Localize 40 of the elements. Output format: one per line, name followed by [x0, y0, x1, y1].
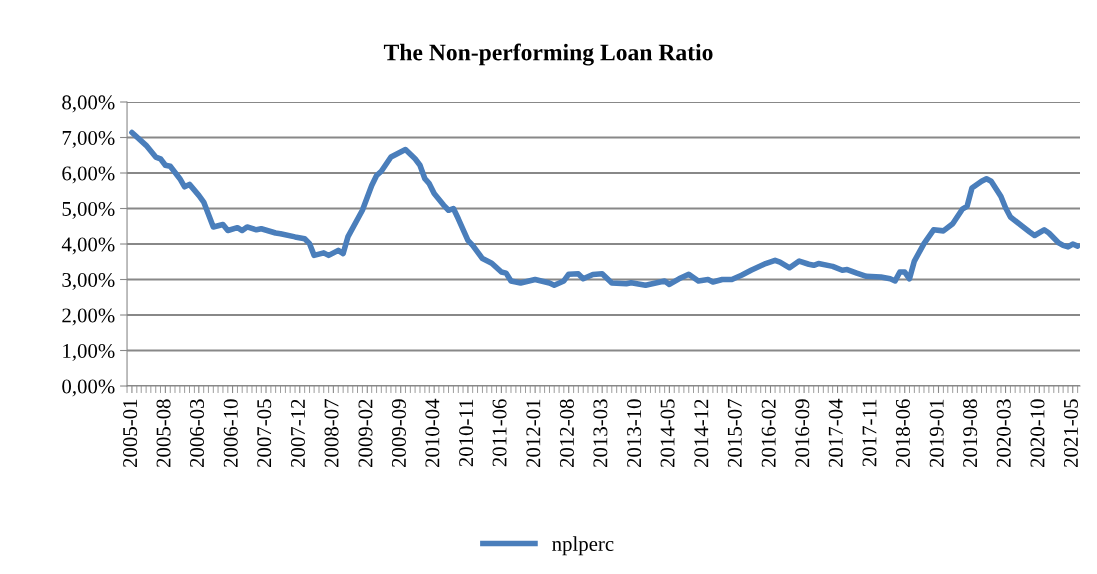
y-tick-label: 0,00% [62, 379, 115, 397]
x-tick-label: 2005-08 [156, 399, 171, 468]
x-tick-label: 2016-02 [761, 399, 776, 468]
x-tick-label: 2014-12 [694, 399, 709, 468]
x-tick-label: 2019-01 [929, 399, 944, 468]
y-tick-label: 6,00% [62, 166, 115, 184]
x-tick-label: 2006-10 [223, 399, 238, 468]
x-tick-label: 2018-06 [895, 399, 910, 468]
y-tick-label: 5,00% [62, 201, 115, 219]
x-tick-label: 2008-07 [324, 399, 339, 468]
y-tick-label: 7,00% [62, 130, 115, 148]
x-tick-label: 2009-02 [358, 399, 373, 468]
x-tick-label: 2020-03 [996, 399, 1011, 468]
x-tick-label: 2009-09 [391, 399, 406, 468]
x-tick-label: 2010-04 [425, 398, 440, 468]
x-tick-label: 2011-06 [492, 399, 507, 467]
y-tick-label: 2,00% [62, 308, 115, 326]
x-tick-label: 2007-05 [257, 399, 272, 468]
y-tick-label: 4,00% [61, 237, 115, 255]
x-tick-label: 2010-11 [459, 399, 474, 467]
x-tick-label: 2013-03 [593, 399, 608, 468]
x-tick-label: 2019-08 [963, 399, 978, 468]
y-tick-label: 3,00% [62, 272, 115, 290]
legend-label: nplperc [552, 536, 614, 556]
x-tick-label: 2007-12 [290, 399, 305, 468]
x-tick-label: 2012-08 [559, 399, 574, 468]
x-tick-label: 2015-07 [727, 399, 742, 468]
x-tick-label: 2006-03 [189, 399, 205, 468]
x-tick-label: 2021-05 [1063, 399, 1078, 468]
x-tick-label: 2014-05 [660, 399, 675, 468]
x-tick-label: 2017-04 [828, 398, 843, 468]
x-tick-label: 2020-10 [1030, 399, 1045, 468]
x-tick-label: 2005-01 [123, 399, 138, 468]
x-tick-label: 2016-09 [795, 399, 810, 468]
chart-title: The Non-performing Loan Ratio [383, 43, 713, 66]
x-tick-label: 2013-10 [627, 399, 642, 468]
y-tick-label: 8,00% [62, 95, 115, 113]
x-tick-label: 2012-01 [526, 399, 541, 468]
x-tick-label: 2017-11 [862, 399, 877, 467]
y-tick-label: 1,00% [63, 343, 115, 361]
